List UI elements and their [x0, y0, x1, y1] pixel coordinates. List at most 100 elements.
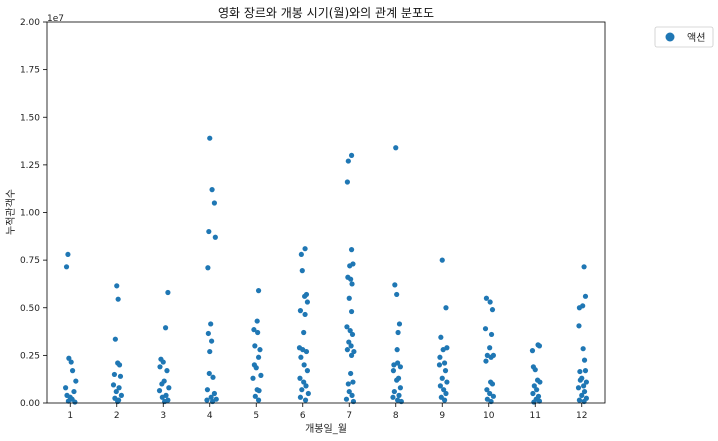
data-point [302, 246, 308, 252]
data-point [208, 394, 214, 400]
data-point [345, 158, 351, 164]
data-point [211, 390, 217, 397]
data-point [487, 299, 493, 305]
data-point [576, 397, 583, 403]
data-point [576, 323, 582, 329]
data-point [577, 377, 583, 383]
data-point [396, 392, 402, 398]
x-tick-label: 5 [253, 411, 259, 421]
x-tick-label: 11 [530, 411, 541, 421]
data-point [396, 321, 403, 327]
x-tick-label: 6 [300, 411, 306, 421]
data-point [71, 388, 77, 395]
data-point [346, 388, 352, 395]
data-point [207, 135, 213, 141]
data-point [582, 293, 589, 299]
data-point [65, 398, 71, 404]
data-point [443, 305, 449, 311]
data-point [116, 385, 122, 391]
data-point [156, 388, 163, 394]
data-point [118, 392, 124, 398]
data-point [344, 347, 350, 353]
data-point [297, 308, 304, 314]
chart-title: 영화 장르와 개봉 시기(월)와의 관계 분포도 [218, 6, 434, 20]
data-point [254, 318, 260, 324]
data-point [394, 291, 400, 298]
data-point [490, 352, 496, 358]
data-points [63, 135, 590, 405]
data-point [344, 324, 350, 330]
data-point [252, 393, 258, 399]
data-point [250, 375, 256, 381]
data-point [490, 393, 496, 399]
data-point [298, 251, 304, 258]
y-tick-label: 0.25 [20, 351, 40, 361]
data-point [350, 379, 356, 385]
data-point [252, 343, 258, 349]
data-point [159, 394, 165, 400]
y-tick-label: 1.00 [20, 209, 40, 219]
y-tick-label: 1.75 [20, 66, 40, 76]
data-point [211, 200, 217, 206]
data-point [349, 281, 355, 287]
data-point [487, 390, 493, 397]
data-point [536, 398, 543, 404]
data-point [488, 331, 495, 338]
data-point [442, 368, 449, 374]
data-point [63, 264, 70, 270]
data-point [304, 299, 310, 305]
data-point [66, 355, 72, 361]
data-point [394, 347, 400, 353]
data-point [576, 305, 583, 311]
data-point [346, 295, 352, 301]
data-point [536, 343, 543, 349]
data-point [115, 296, 121, 302]
data-point [392, 282, 398, 288]
data-point [165, 289, 171, 296]
data-point [350, 261, 356, 267]
data-point [351, 348, 357, 355]
data-point [206, 370, 212, 377]
data-point [397, 385, 403, 391]
data-point [436, 362, 443, 368]
data-point [256, 388, 262, 394]
x-tick-label: 1 [67, 411, 73, 421]
data-point [301, 329, 307, 336]
data-point [581, 383, 587, 389]
data-point [258, 372, 264, 378]
data-point [489, 381, 496, 387]
data-point [304, 368, 310, 374]
data-point [582, 368, 589, 374]
data-point [438, 334, 444, 340]
data-point [253, 365, 259, 371]
data-point [205, 330, 211, 337]
y-axis-label: 누적관객수 [5, 189, 17, 235]
data-point [209, 187, 215, 193]
data-point [581, 264, 587, 270]
data-point [213, 396, 219, 402]
data-point [348, 276, 354, 282]
data-point [441, 360, 448, 366]
data-point [72, 399, 78, 405]
data-point [443, 390, 449, 397]
data-point [255, 329, 261, 336]
data-point [111, 371, 118, 378]
data-point [344, 179, 350, 185]
data-point [162, 325, 169, 331]
data-point [534, 387, 540, 393]
data-point [489, 307, 496, 313]
y-tick-label: 0.75 [20, 256, 40, 266]
y-tick-label: 1.50 [20, 113, 40, 123]
y-tick-label: 0.00 [20, 399, 40, 409]
data-point [63, 385, 69, 391]
data-point [537, 379, 543, 385]
y-tick-label: 2.00 [20, 18, 40, 28]
data-point [577, 368, 583, 375]
data-point [302, 293, 308, 299]
data-point [581, 357, 588, 363]
data-point [348, 152, 355, 158]
data-point [113, 388, 119, 395]
data-point [531, 399, 537, 405]
data-point [255, 288, 262, 294]
data-point [205, 265, 211, 271]
